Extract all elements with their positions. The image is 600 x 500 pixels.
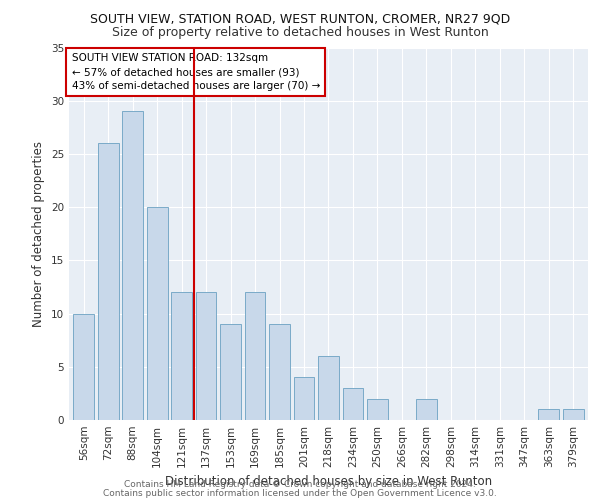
Bar xyxy=(318,356,339,420)
Bar xyxy=(122,112,143,420)
Bar xyxy=(220,324,241,420)
Bar xyxy=(196,292,217,420)
Bar xyxy=(269,324,290,420)
Bar xyxy=(147,207,167,420)
Y-axis label: Number of detached properties: Number of detached properties xyxy=(32,141,46,327)
Bar xyxy=(343,388,364,420)
Bar xyxy=(245,292,265,420)
Text: SOUTH VIEW STATION ROAD: 132sqm
← 57% of detached houses are smaller (93)
43% of: SOUTH VIEW STATION ROAD: 132sqm ← 57% of… xyxy=(71,53,320,91)
Text: Contains HM Land Registry data © Crown copyright and database right 2024.: Contains HM Land Registry data © Crown c… xyxy=(124,480,476,489)
Bar xyxy=(538,410,559,420)
Bar xyxy=(73,314,94,420)
Bar xyxy=(171,292,192,420)
Bar xyxy=(416,398,437,420)
Text: SOUTH VIEW, STATION ROAD, WEST RUNTON, CROMER, NR27 9QD: SOUTH VIEW, STATION ROAD, WEST RUNTON, C… xyxy=(90,12,510,26)
Text: Size of property relative to detached houses in West Runton: Size of property relative to detached ho… xyxy=(112,26,488,39)
X-axis label: Distribution of detached houses by size in West Runton: Distribution of detached houses by size … xyxy=(165,476,492,488)
Bar xyxy=(98,144,119,420)
Text: Contains public sector information licensed under the Open Government Licence v3: Contains public sector information licen… xyxy=(103,488,497,498)
Bar xyxy=(293,378,314,420)
Bar xyxy=(367,398,388,420)
Bar xyxy=(563,410,584,420)
